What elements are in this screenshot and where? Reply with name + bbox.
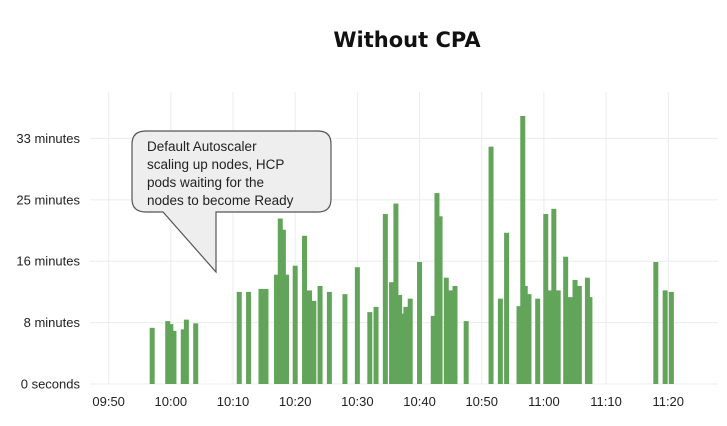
bar	[306, 290, 312, 384]
x-tick-label: 10:40	[403, 394, 436, 409]
bar	[389, 282, 395, 384]
y-axis-ticks: 0 seconds 8 minutes 16 minutes 25 minutes 33…	[16, 131, 80, 392]
bar	[183, 319, 189, 384]
bar	[443, 277, 449, 384]
chart-title: Without CPA	[333, 28, 481, 52]
bar	[354, 267, 360, 384]
bars	[149, 115, 674, 384]
bar	[397, 294, 403, 384]
x-tick-label: 10:20	[279, 394, 312, 409]
bar	[311, 300, 317, 384]
bar	[452, 285, 458, 384]
bar	[292, 265, 298, 384]
callout-line-1: Default Autoscaler	[147, 139, 257, 154]
bar	[543, 214, 549, 384]
bar	[522, 285, 528, 384]
bar	[236, 291, 242, 384]
bar	[576, 285, 582, 384]
x-axis-ticks: 09:50 10:00 10:10 10:20 10:30 10:40 10:50 11:00…	[92, 394, 684, 409]
bar	[520, 115, 526, 384]
bar	[246, 291, 252, 384]
bar	[555, 290, 561, 384]
y-tick-label: 33 minutes	[16, 131, 80, 146]
bar	[430, 315, 436, 384]
bar	[516, 306, 522, 384]
callout-line-2: scaling up nodes, HCP	[147, 157, 284, 172]
bar	[567, 297, 573, 384]
x-tick-label: 10:00	[155, 394, 188, 409]
bar	[662, 290, 668, 384]
bar	[165, 321, 171, 384]
bar	[149, 327, 155, 384]
x-tick-label: 11:10	[590, 394, 622, 409]
bar	[547, 290, 553, 384]
y-tick-label: 8 minutes	[24, 315, 81, 330]
bar	[258, 288, 264, 384]
bar	[180, 329, 186, 384]
bar	[367, 312, 373, 384]
x-tick-label: 10:10	[217, 394, 250, 409]
bar	[535, 298, 541, 384]
bar	[403, 306, 409, 384]
bar	[274, 274, 280, 384]
bar	[382, 214, 388, 384]
x-tick-label: 11:00	[528, 394, 560, 409]
bar	[280, 229, 286, 384]
bar	[400, 313, 406, 384]
bar	[488, 146, 494, 384]
bar	[373, 306, 379, 384]
y-tick-label: 25 minutes	[16, 192, 80, 207]
bar	[437, 216, 443, 384]
bar	[497, 298, 503, 384]
bar	[526, 294, 532, 384]
bar	[302, 235, 308, 384]
bar	[463, 321, 469, 384]
bar	[168, 324, 174, 384]
annotation-callout: Default Autoscaler scaling up nodes, HCP…	[131, 130, 332, 274]
x-tick-label: 10:50	[465, 394, 498, 409]
bar	[277, 218, 283, 384]
bar	[668, 291, 674, 384]
x-tick-label: 11:20	[652, 394, 684, 409]
bar	[653, 261, 659, 384]
bar	[572, 279, 578, 384]
bar	[417, 261, 423, 384]
bar	[171, 330, 177, 384]
y-tick-label: 16 minutes	[16, 254, 80, 269]
bar	[393, 203, 399, 384]
bar	[448, 290, 454, 384]
bar	[563, 256, 569, 384]
bar	[342, 294, 348, 384]
bar	[551, 208, 557, 384]
bar	[263, 288, 269, 384]
callout-line-4: nodes to become Ready	[147, 193, 294, 208]
bar	[407, 298, 413, 384]
bar	[434, 193, 440, 384]
y-tick-label: 0 seconds	[21, 377, 81, 392]
callout-line-3: pods waiting for the	[147, 175, 264, 190]
bar	[193, 323, 199, 384]
x-tick-label: 09:50	[92, 394, 125, 409]
bar	[587, 297, 593, 384]
bar	[283, 274, 289, 384]
bar	[317, 285, 323, 384]
bar	[504, 232, 510, 384]
bar	[326, 291, 332, 384]
callout-bubble	[131, 130, 332, 274]
x-tick-label: 10:30	[341, 394, 374, 409]
